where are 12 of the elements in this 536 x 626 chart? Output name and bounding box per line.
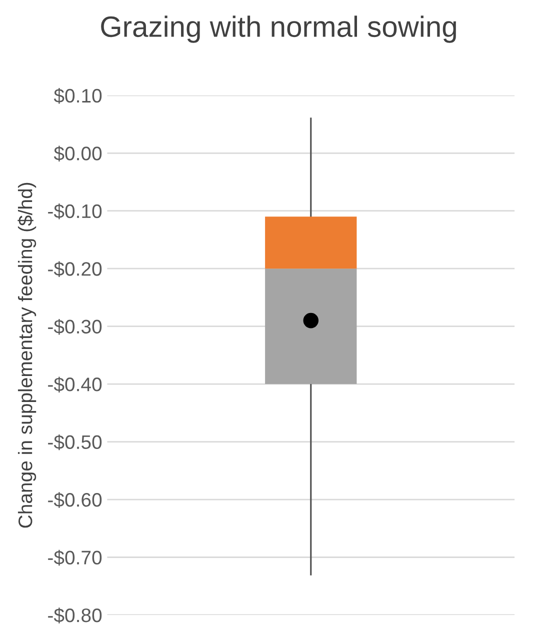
y-axis-title: Change in supplementary feeding ($/hd) [18, 182, 36, 528]
y-tick-label: -$0.40 [48, 376, 102, 392]
y-tick-label: -$0.50 [48, 434, 102, 450]
y-tick-label: -$0.30 [48, 318, 102, 335]
y-tick-label: -$0.80 [48, 608, 102, 624]
y-tick-label: $0.00 [54, 146, 102, 162]
chart-title: Grazing with normal sowing [101, 16, 456, 43]
y-tick-label: -$0.60 [48, 492, 102, 508]
y-tick-label: -$0.70 [48, 550, 102, 566]
y-tick-label: -$0.10 [48, 204, 102, 220]
y-tick-label: -$0.20 [48, 261, 102, 277]
y-tick-label: $0.10 [54, 88, 102, 104]
